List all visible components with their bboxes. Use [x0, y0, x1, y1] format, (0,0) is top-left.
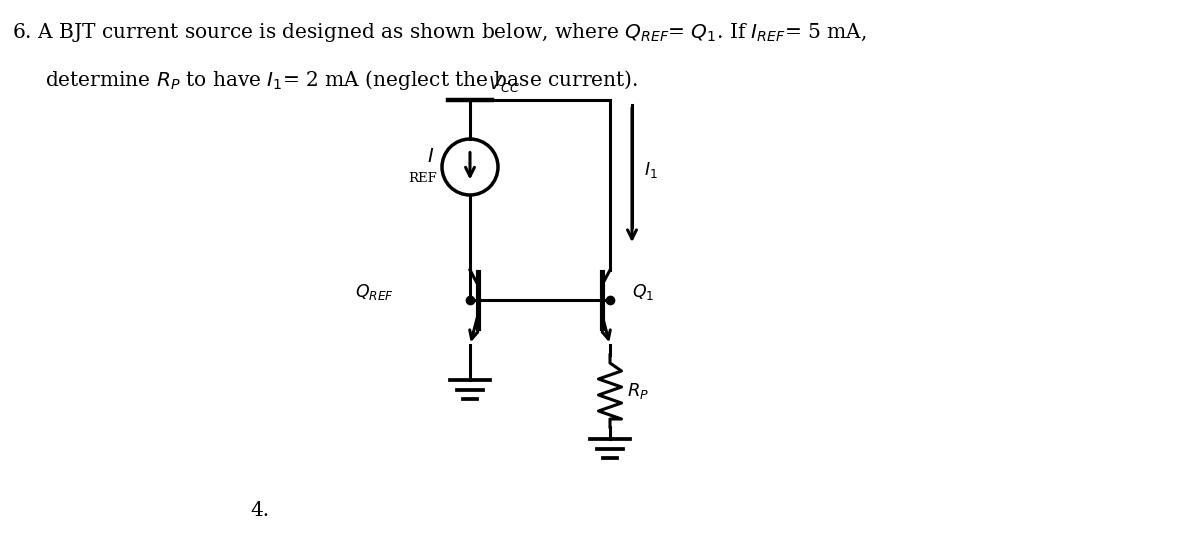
Text: $V_{CC}$: $V_{CC}$ [488, 74, 520, 94]
Text: $\mathit{I}$: $\mathit{I}$ [427, 147, 434, 166]
Text: 4.: 4. [250, 500, 269, 519]
Text: $R_P$: $R_P$ [628, 381, 649, 401]
Text: $I_1$: $I_1$ [644, 160, 658, 180]
Text: $Q_{REF}$: $Q_{REF}$ [355, 282, 394, 302]
Text: determine $R_P$ to have $I_1$= 2 mA (neglect the base current).: determine $R_P$ to have $I_1$= 2 mA (neg… [46, 68, 638, 92]
Text: 6. A BJT current source is designed as shown below, where $Q_{REF}$= $Q_1$. If $: 6. A BJT current source is designed as s… [12, 21, 866, 43]
Text: $Q_1$: $Q_1$ [632, 282, 654, 302]
Text: REF: REF [408, 172, 437, 185]
